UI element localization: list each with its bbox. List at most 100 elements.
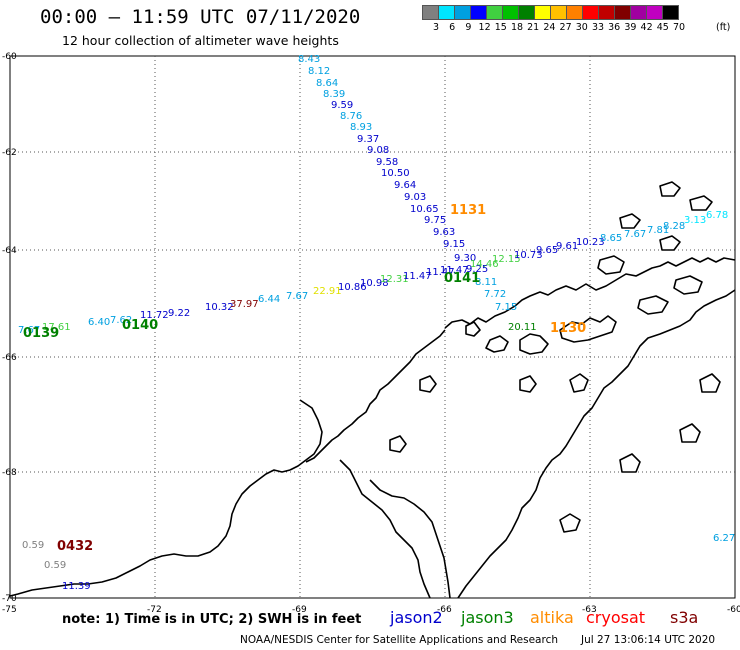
wave-height-value: 8.76 — [340, 111, 362, 122]
wave-height-value: 9.37 — [357, 134, 379, 145]
wave-height-value: 10.86 — [338, 282, 367, 293]
wave-height-value: 9.65 — [536, 245, 558, 256]
wave-height-value: 8.12 — [308, 66, 330, 77]
longitude-label: -69 — [292, 605, 307, 615]
wave-height-value: 9.75 — [424, 215, 446, 226]
pass-time-label: 0141 — [444, 271, 480, 286]
longitude-label: -72 — [147, 605, 162, 615]
wave-height-value: 12.15 — [492, 254, 521, 265]
wave-height-value: 6.78 — [706, 210, 728, 221]
color-scale-unit: (ft) — [716, 22, 731, 33]
wave-height-value: 6.40 — [88, 317, 110, 328]
wave-height-value: 9.15 — [443, 239, 465, 250]
note-text: note: 1) Time is in UTC; 2) SWH is in fe… — [62, 612, 362, 627]
wave-height-value: 9.61 — [556, 241, 578, 252]
color-scale-label: 45 — [656, 22, 669, 33]
legend-item-jason3: jason3 — [461, 608, 514, 627]
map-frame — [9, 55, 736, 599]
latitude-label: -62 — [2, 148, 17, 158]
wave-height-value: 10.32 — [205, 302, 234, 313]
legend-item-altika: altika — [530, 608, 574, 627]
wave-height-value: 9.03 — [404, 192, 426, 203]
wave-height-value: 11.47 — [403, 271, 432, 282]
pass-time-label: 1131 — [450, 203, 486, 218]
color-scale-label: 3 — [432, 22, 440, 33]
color-scale-label: 9 — [465, 22, 472, 33]
color-scale-label: 15 — [494, 22, 507, 33]
color-scale-label: 24 — [543, 22, 556, 33]
pass-time-label: 0140 — [122, 318, 158, 333]
wave-height-value: 37.97 — [230, 299, 259, 310]
wave-height-value: 8.64 — [316, 78, 338, 89]
wave-height-value: 9.64 — [394, 180, 416, 191]
color-scale-label: 27 — [559, 22, 572, 33]
wave-height-value: 7.67 — [624, 229, 646, 240]
wave-height-value: 9.30 — [454, 253, 476, 264]
wave-height-value: 8.28 — [663, 221, 685, 232]
wave-height-value: 9.22 — [168, 308, 190, 319]
wave-height-value: 11.47 — [426, 267, 455, 278]
wave-height-value: 7.62 — [110, 315, 132, 326]
latitude-label: -64 — [2, 246, 17, 256]
color-scale-label: 39 — [624, 22, 637, 33]
legend-item-s3a: s3a — [670, 608, 699, 627]
footer-timestamp: Jul 27 13:06:14 UTC 2020 — [581, 634, 716, 646]
color-scale-swatch — [662, 5, 679, 20]
wave-height-value: 17.61 — [42, 322, 71, 333]
wave-height-value: 9.59 — [331, 100, 353, 111]
latitude-label: -66 — [2, 353, 17, 363]
color-scale-bar — [422, 5, 679, 20]
wave-height-value: 7.67 — [286, 291, 308, 302]
wave-height-value: 10.50 — [381, 168, 410, 179]
wave-height-value: 20.11 — [508, 322, 537, 333]
coastline — [9, 181, 736, 599]
track-south: 0.590.59 11.39 — [22, 540, 91, 592]
wave-height-value: 11.39 — [62, 581, 91, 592]
color-scale-label: 12 — [478, 22, 491, 33]
wave-height-value: 10.73 — [514, 250, 543, 261]
track-east: 6.27 — [713, 533, 735, 544]
wave-height-value: 9.25 — [466, 264, 488, 275]
latitude-label: -68 — [2, 468, 17, 478]
latitude-label: -60 — [2, 52, 17, 62]
pass-time-label: 0139 — [23, 326, 59, 341]
wave-height-value: 12.31 — [380, 274, 409, 285]
longitude-label: -60 — [727, 605, 740, 615]
wave-height-value: 7.67 — [18, 325, 40, 336]
footer-credit: NOAA/NESDIS Center for Satellite Applica… — [240, 634, 558, 646]
longitude-label: -63 — [582, 605, 597, 615]
wave-height-value: 7.15 — [495, 302, 517, 313]
wave-height-value: 9.58 — [376, 157, 398, 168]
wave-height-value: 14.46 — [470, 259, 499, 270]
wave-height-value: 7.81 — [647, 225, 669, 236]
page-subtitle: 12 hour collection of altimeter wave hei… — [62, 33, 339, 48]
wave-height-value: 7.72 — [484, 289, 506, 300]
wave-height-value: 9.08 — [367, 145, 389, 156]
wave-height-value: 11.72 — [140, 310, 169, 321]
pass-time-label: 1130 — [550, 321, 586, 336]
wave-height-value: 11.47 — [440, 265, 469, 276]
track-north-south: 8.438.128.648.399.598.768.939.379.089.58… — [298, 54, 537, 333]
wave-height-value: 8.43 — [298, 54, 320, 65]
pass-time-labels: 1131 0141 1130 0140 0139 0432 — [23, 203, 586, 554]
color-scale-label: 30 — [575, 22, 588, 33]
longitude-label: -66 — [437, 605, 452, 615]
wave-height-value: 0.59 — [22, 540, 44, 551]
wave-height-value: 10.65 — [410, 204, 439, 215]
wave-height-value: 0.59 — [44, 560, 66, 571]
color-scale-label: 42 — [640, 22, 653, 33]
pass-time-label: 0432 — [57, 539, 93, 554]
wave-height-value: 6.44 — [258, 294, 280, 305]
longitude-label: -75 — [2, 605, 17, 615]
wave-height-value: 22.91 — [313, 286, 342, 297]
wave-height-value: 6.27 — [713, 533, 735, 544]
color-scale-label: 36 — [608, 22, 621, 33]
wave-height-value: 8.11 — [475, 277, 497, 288]
legend-item-jason2: jason2 — [390, 608, 443, 627]
color-scale-label: 21 — [527, 22, 540, 33]
color-scale-label: 70 — [672, 22, 686, 33]
wave-height-value: 3.13 — [684, 215, 706, 226]
color-scale-label: 33 — [591, 22, 605, 33]
